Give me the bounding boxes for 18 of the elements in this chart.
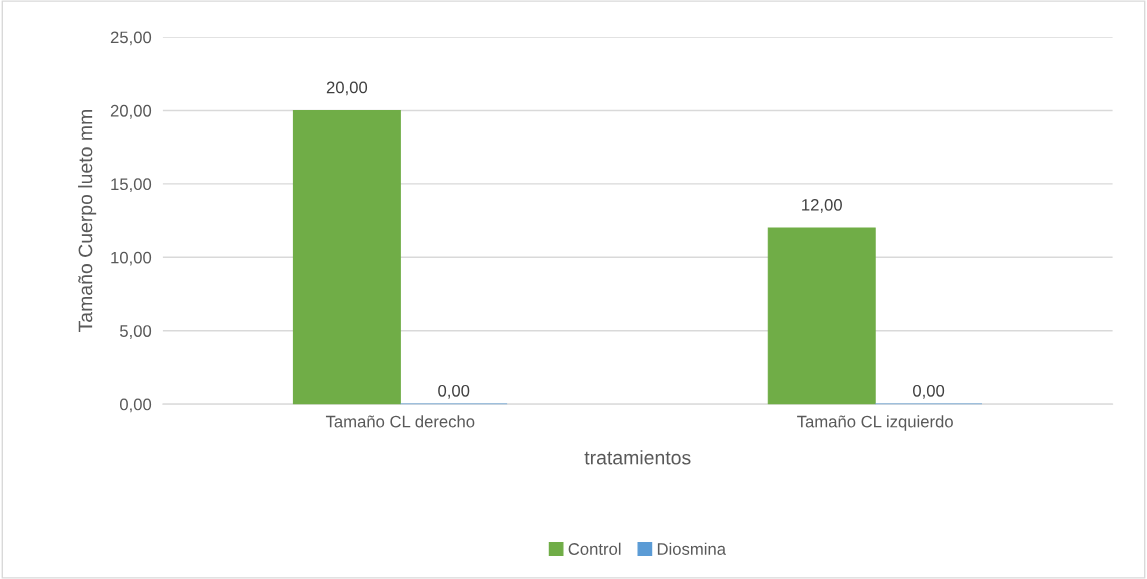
y-tick-label: 5,00 (119, 325, 152, 339)
bar (767, 227, 876, 405)
legend-label: Diosmina (657, 542, 726, 555)
bar (292, 109, 401, 405)
y-axis-title: Tamaño Cuerpo lueto mm (78, 110, 97, 333)
data-label: 0,00 (438, 384, 470, 399)
data-label: 12,00 (802, 198, 842, 213)
y-tick-label: 0,00 (119, 398, 152, 413)
y-tick-label: 25,00 (110, 31, 152, 46)
x-tick-label: Tamaño CL izquierdo (797, 415, 953, 431)
x-tick-label: Tamaño CL derecho (325, 415, 475, 428)
data-label: 0,00 (913, 384, 945, 399)
data-label: 20,00 (326, 81, 368, 96)
legend-label: Control (568, 542, 621, 555)
y-tick-label: 10,00 (111, 251, 152, 266)
y-tick-label: 20,00 (110, 104, 152, 119)
x-axis-title: tratamientos (584, 450, 691, 465)
y-tick-label: 15,00 (111, 178, 152, 193)
